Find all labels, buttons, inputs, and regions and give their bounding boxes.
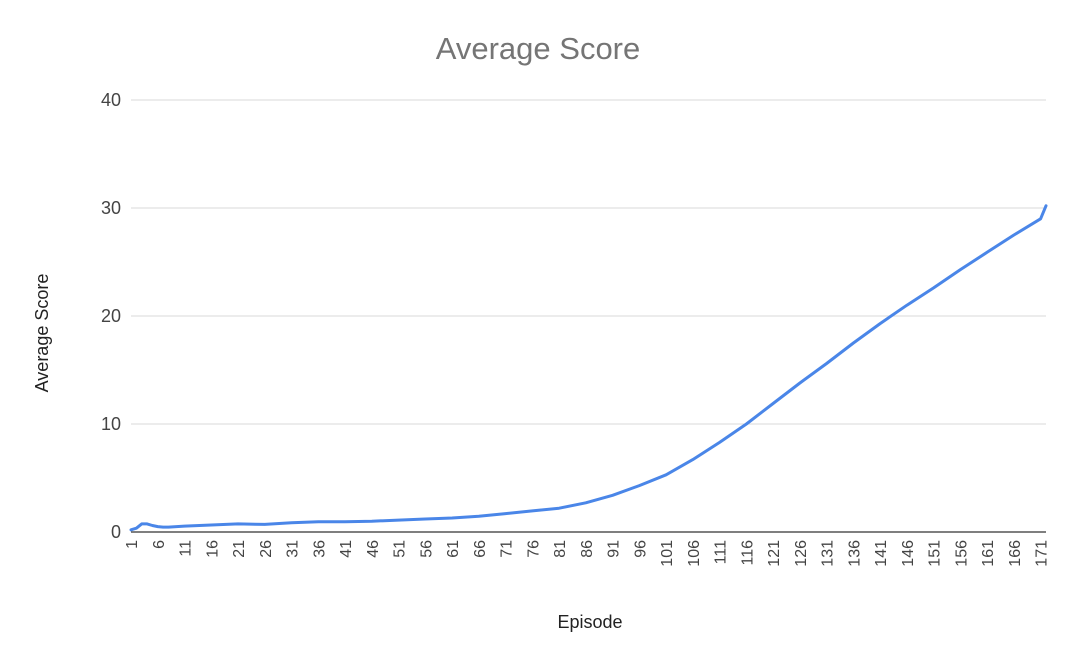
y-tick-label: 10 <box>101 414 121 434</box>
x-tick-label: 56 <box>418 540 435 558</box>
x-tick-label: 121 <box>766 540 783 567</box>
x-tick-label: 166 <box>1007 540 1024 567</box>
x-tick-label: 71 <box>499 540 516 558</box>
x-tick-label: 36 <box>311 540 328 558</box>
x-axis-title: Episode <box>557 612 622 632</box>
x-tick-label: 111 <box>713 540 730 564</box>
grid-lines <box>131 99 1046 425</box>
x-tick-label: 31 <box>285 540 302 558</box>
x-tick-label: 76 <box>525 540 542 558</box>
x-tick-label: 106 <box>686 540 703 567</box>
x-tick-label: 156 <box>953 540 970 567</box>
x-tick-label: 16 <box>204 540 221 558</box>
y-tick-label: 0 <box>111 522 121 542</box>
x-tick-label: 81 <box>552 540 569 558</box>
x-tick-label: 131 <box>820 540 837 567</box>
y-tick-label: 30 <box>101 198 121 218</box>
x-tick-label: 161 <box>980 540 997 567</box>
x-tick-label: 126 <box>793 540 810 567</box>
x-tick-label: 136 <box>846 540 863 567</box>
series-line-0 <box>129 204 1048 532</box>
x-axis-ticks: 1 6 11 16 21 26 31 36 41 46 51 56 61 66 71 76 81 86 91 96 10… <box>124 540 1051 567</box>
x-tick-label: 21 <box>231 540 248 558</box>
x-tick-label: 116 <box>739 540 756 566</box>
x-tick-label: 11 <box>178 540 195 557</box>
y-tick-label: 40 <box>101 90 121 110</box>
x-tick-label: 171 <box>1034 540 1051 567</box>
x-tick-label: 1 <box>124 540 141 549</box>
x-tick-label: 101 <box>659 540 676 567</box>
x-tick-label: 51 <box>392 540 409 558</box>
x-tick-label: 6 <box>151 540 168 549</box>
x-tick-label: 66 <box>472 540 489 558</box>
x-tick-label: 41 <box>338 540 355 558</box>
x-tick-label: 96 <box>632 540 649 558</box>
y-axis-title: Average Score <box>32 274 52 393</box>
x-tick-label: 151 <box>927 540 944 567</box>
x-tick-label: 61 <box>445 540 462 558</box>
x-tick-label: 91 <box>606 540 623 558</box>
x-tick-label: 146 <box>900 540 917 567</box>
x-tick-label: 86 <box>579 540 596 558</box>
series-layer <box>129 204 1048 532</box>
x-tick-label: 46 <box>365 540 382 558</box>
y-tick-label: 20 <box>101 306 121 326</box>
x-tick-label: 141 <box>873 540 890 567</box>
x-tick-label: 26 <box>258 540 275 558</box>
chart-title: Average Score <box>436 31 641 66</box>
y-axis-ticks: 0 10 20 30 40 <box>101 90 121 542</box>
